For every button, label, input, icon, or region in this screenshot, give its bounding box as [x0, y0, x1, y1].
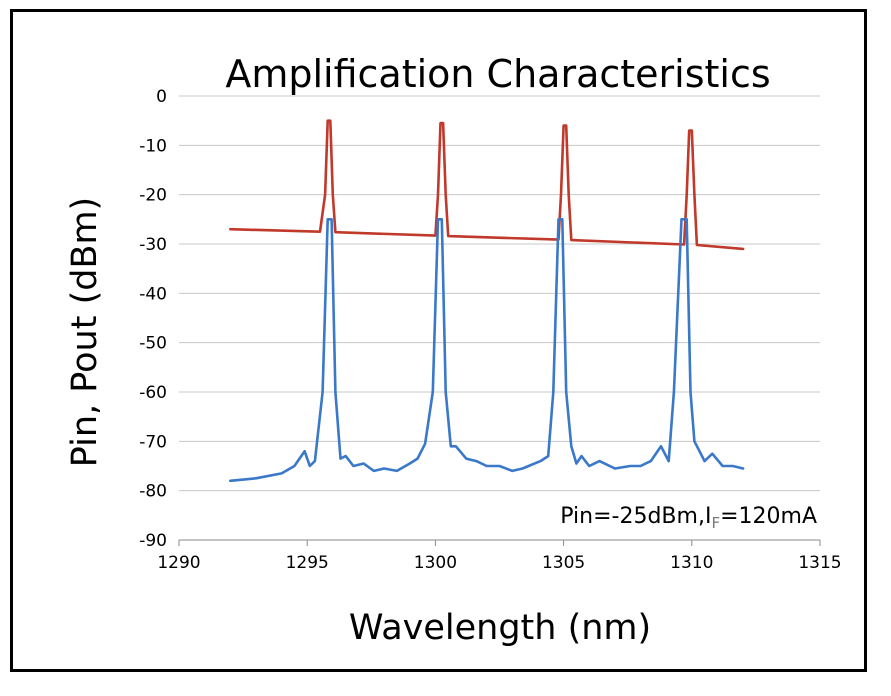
annotation-prefix: Pin=-25dBm,I — [560, 504, 711, 529]
y-tick-label: -80 — [139, 482, 167, 502]
annotation-subscript: F — [711, 514, 720, 532]
annotation: Pin=-25dBm,IF=120mA — [560, 504, 817, 532]
y-tick-label: -60 — [139, 383, 167, 403]
x-tick-label: 1310 — [670, 553, 713, 573]
chart: Amplification Characteristics 0 -10 -20 -30… — [65, 52, 842, 648]
chart-frame: Amplification Characteristics 0 -10 -20 -30… — [10, 9, 867, 672]
y-tick-labels: 0 -10 -20 -30 -40 -50 -60 -70 -80 -90 — [139, 87, 167, 551]
y-tick-label: -30 — [139, 235, 167, 255]
grid-lines — [178, 95, 821, 546]
x-tick-labels: 1290 1295 1300 1305 1310 1315 — [157, 553, 841, 573]
series-line-red — [229, 119, 745, 251]
x-tick-label: 1290 — [157, 553, 200, 573]
chart-title: Amplification Characteristics — [225, 52, 770, 96]
y-axis-label: Pin, Pout (dBm) — [65, 197, 105, 467]
y-tick-label: -70 — [139, 432, 167, 452]
y-tick-label: -10 — [139, 136, 167, 156]
x-tick-label: 1295 — [286, 553, 329, 573]
x-tick-label: 1305 — [542, 553, 585, 573]
y-tick-label: -20 — [139, 186, 167, 206]
annotation-suffix: =120mA — [720, 504, 817, 529]
y-tick-label: 0 — [156, 87, 167, 107]
series-lines — [229, 119, 745, 483]
y-tick-label: -40 — [139, 284, 167, 304]
x-tick-label: 1300 — [414, 553, 457, 573]
x-tick-label: 1315 — [798, 553, 841, 573]
series-line-blue — [229, 218, 745, 483]
y-tick-label: -50 — [139, 334, 167, 354]
x-axis-label: Wavelength (nm) — [349, 608, 651, 648]
y-tick-label: -90 — [139, 531, 167, 551]
